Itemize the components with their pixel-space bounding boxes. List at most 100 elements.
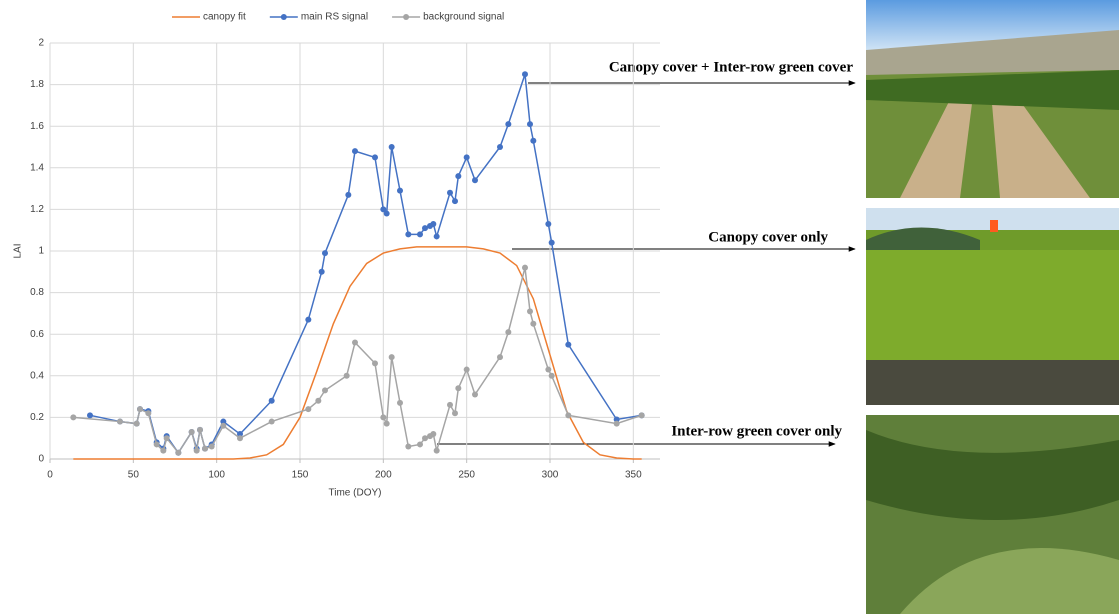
data-point	[530, 137, 537, 144]
annotation: Canopy cover + Inter-row green cover	[609, 59, 854, 75]
data-point	[522, 264, 528, 271]
data-point	[202, 445, 208, 452]
data-point	[322, 250, 328, 257]
x-tick-label: 200	[375, 470, 392, 481]
legend-marker	[280, 14, 287, 20]
y-axis-label: LAI	[13, 243, 24, 258]
series-line	[73, 246, 642, 460]
data-point	[137, 406, 143, 413]
data-point	[463, 366, 470, 373]
data-point	[530, 320, 537, 327]
data-point	[372, 154, 378, 161]
photo-middle	[866, 208, 1119, 405]
data-point	[613, 416, 620, 423]
data-point	[388, 354, 395, 361]
data-point	[548, 372, 555, 379]
data-point	[388, 144, 395, 150]
data-point	[638, 412, 645, 419]
data-point	[452, 410, 458, 417]
photo-bottom	[866, 415, 1119, 614]
data-point	[160, 447, 167, 454]
x-tick-label: 100	[208, 470, 225, 481]
data-point	[380, 206, 387, 213]
data-point	[383, 210, 390, 217]
data-point	[417, 441, 423, 448]
data-point	[153, 441, 160, 448]
y-tick-label: 0.6	[30, 329, 44, 340]
data-point	[433, 447, 440, 454]
data-point	[452, 198, 458, 205]
data-point	[175, 449, 182, 456]
annotation: Canopy cover only	[708, 229, 828, 245]
y-tick-label: 0.2	[30, 412, 44, 423]
x-tick-label: 250	[458, 470, 475, 481]
data-point	[87, 412, 93, 419]
data-point	[548, 239, 555, 246]
y-tick-label: 1	[38, 246, 44, 257]
data-point	[505, 121, 512, 128]
data-point	[397, 187, 403, 194]
x-tick-label: 350	[625, 470, 642, 481]
data-point	[472, 177, 478, 184]
data-point	[345, 191, 352, 198]
data-point	[430, 431, 437, 438]
data-point	[417, 231, 423, 238]
data-point	[268, 418, 275, 425]
photo-top	[866, 0, 1119, 198]
y-tick-label: 1.4	[30, 162, 44, 173]
x-tick-label: 50	[128, 470, 140, 481]
data-point	[383, 420, 390, 427]
data-point	[472, 391, 478, 398]
data-point	[397, 399, 403, 406]
y-tick-label: 1.8	[30, 79, 44, 90]
annotation: Inter-row green cover only	[671, 423, 842, 439]
data-point	[422, 225, 428, 232]
y-tick-label: 1.6	[30, 121, 44, 132]
data-point	[117, 418, 123, 425]
data-point	[188, 428, 195, 435]
data-point	[315, 397, 322, 404]
x-tick-label: 0	[47, 470, 53, 481]
data-point	[527, 121, 533, 128]
data-point	[433, 233, 440, 240]
legend-marker	[403, 14, 410, 20]
data-point	[522, 71, 528, 78]
data-point	[447, 401, 453, 408]
data-point	[405, 443, 412, 450]
data-point	[237, 435, 243, 442]
data-point	[208, 443, 215, 450]
data-point	[463, 154, 470, 161]
data-point	[193, 447, 200, 454]
data-point	[447, 189, 453, 196]
data-point	[352, 148, 358, 155]
data-point	[372, 360, 378, 367]
data-point	[318, 268, 325, 275]
y-tick-label: 0	[38, 454, 44, 465]
legend-label: main RS signal	[301, 12, 368, 23]
y-tick-label: 1.2	[30, 204, 44, 215]
data-point	[497, 144, 503, 150]
data-point	[430, 220, 437, 227]
data-point	[70, 414, 77, 421]
data-point	[163, 435, 170, 442]
data-point	[322, 387, 328, 394]
data-point	[455, 173, 462, 180]
series-line	[73, 267, 642, 455]
data-point	[497, 354, 503, 361]
data-point	[565, 341, 572, 348]
y-tick-label: 2	[38, 38, 44, 49]
data-point	[527, 308, 533, 315]
data-point	[305, 316, 312, 323]
legend-label: background signal	[423, 12, 504, 23]
data-point	[220, 422, 227, 429]
data-point	[133, 420, 140, 427]
data-point	[380, 414, 387, 421]
x-axis-label: Time (DOY)	[329, 488, 382, 499]
data-point	[220, 418, 227, 425]
x-tick-label: 300	[542, 470, 559, 481]
data-point	[545, 220, 552, 227]
y-tick-label: 0.8	[30, 287, 44, 298]
data-point	[455, 385, 462, 392]
x-tick-label: 150	[292, 470, 309, 481]
